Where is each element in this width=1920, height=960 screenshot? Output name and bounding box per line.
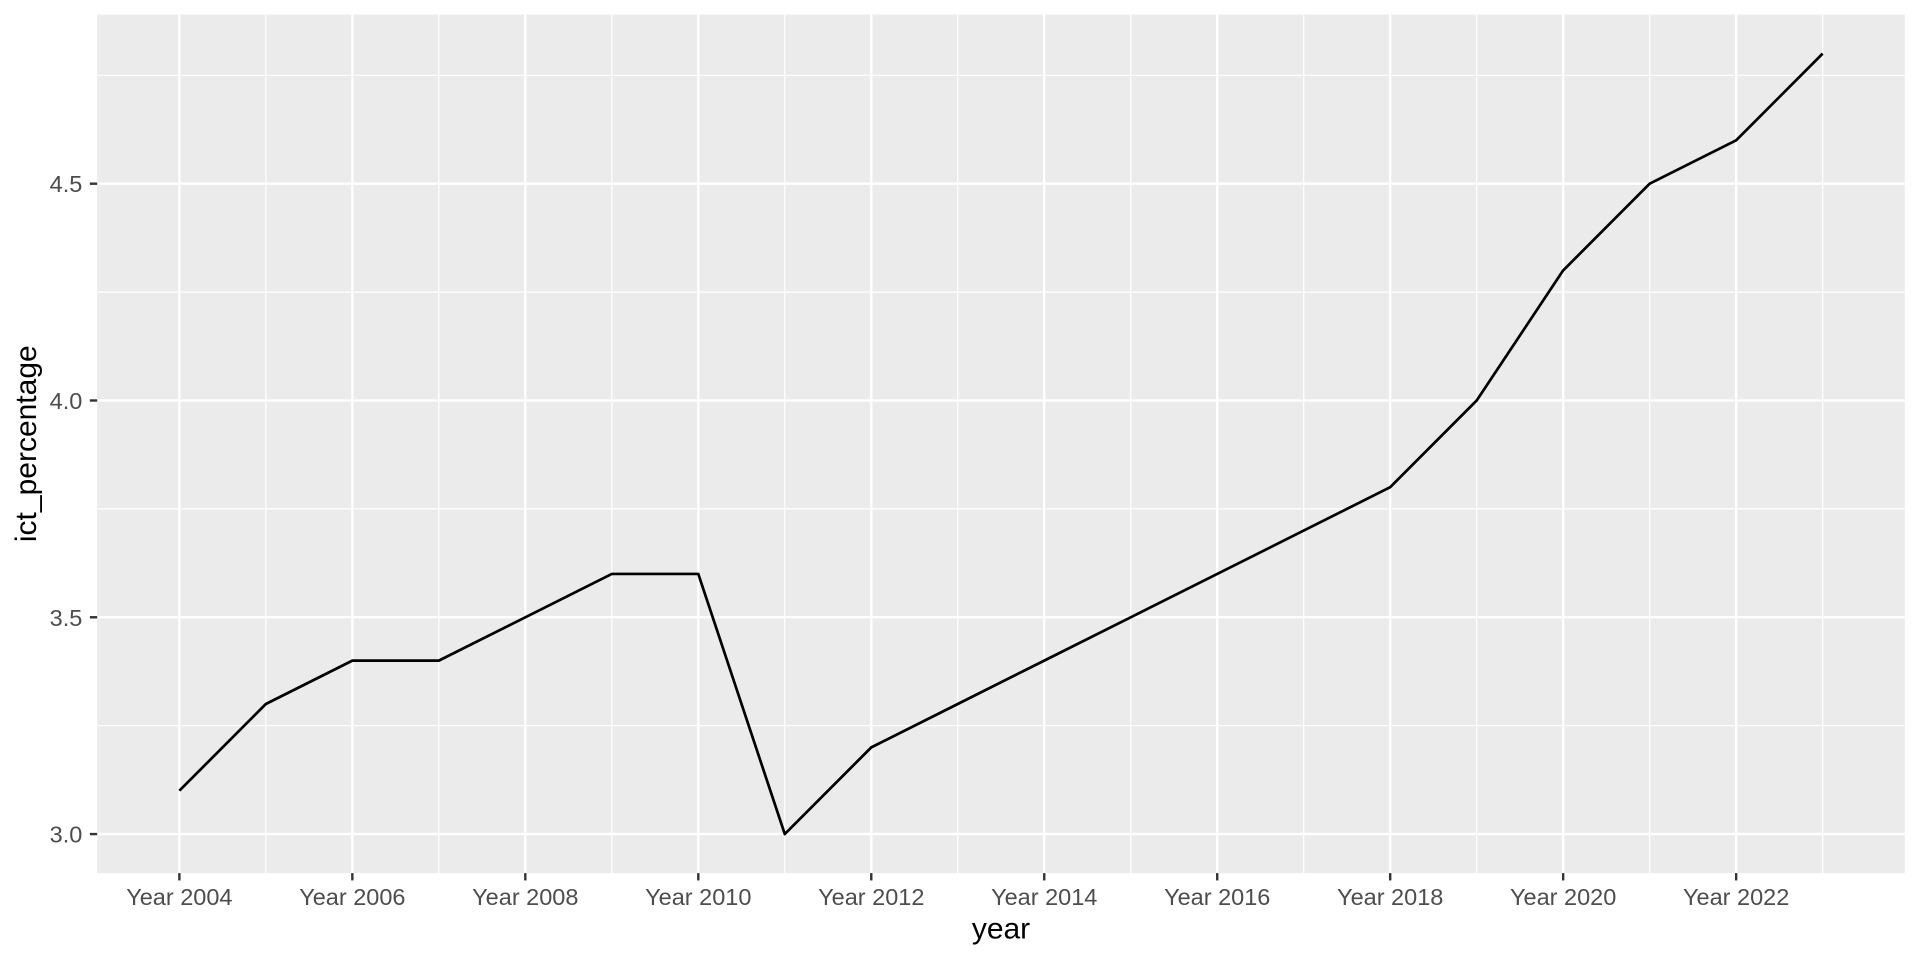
svg-text:Year 2014: Year 2014: [991, 884, 1097, 910]
svg-text:ict_percentage: ict_percentage: [10, 345, 43, 542]
svg-text:Year 2012: Year 2012: [818, 884, 924, 910]
svg-text:4.0: 4.0: [50, 388, 83, 414]
svg-text:Year 2010: Year 2010: [645, 884, 751, 910]
svg-text:Year 2016: Year 2016: [1164, 884, 1270, 910]
svg-text:3.5: 3.5: [50, 605, 83, 631]
svg-text:Year 2004: Year 2004: [126, 884, 232, 910]
svg-text:Year 2018: Year 2018: [1337, 884, 1443, 910]
svg-text:Year 2022: Year 2022: [1683, 884, 1789, 910]
svg-text:3.0: 3.0: [50, 822, 83, 848]
svg-text:Year 2020: Year 2020: [1510, 884, 1616, 910]
svg-text:year: year: [972, 912, 1030, 945]
svg-text:Year 2006: Year 2006: [299, 884, 405, 910]
svg-text:4.5: 4.5: [50, 171, 83, 197]
svg-text:Year 2008: Year 2008: [472, 884, 578, 910]
